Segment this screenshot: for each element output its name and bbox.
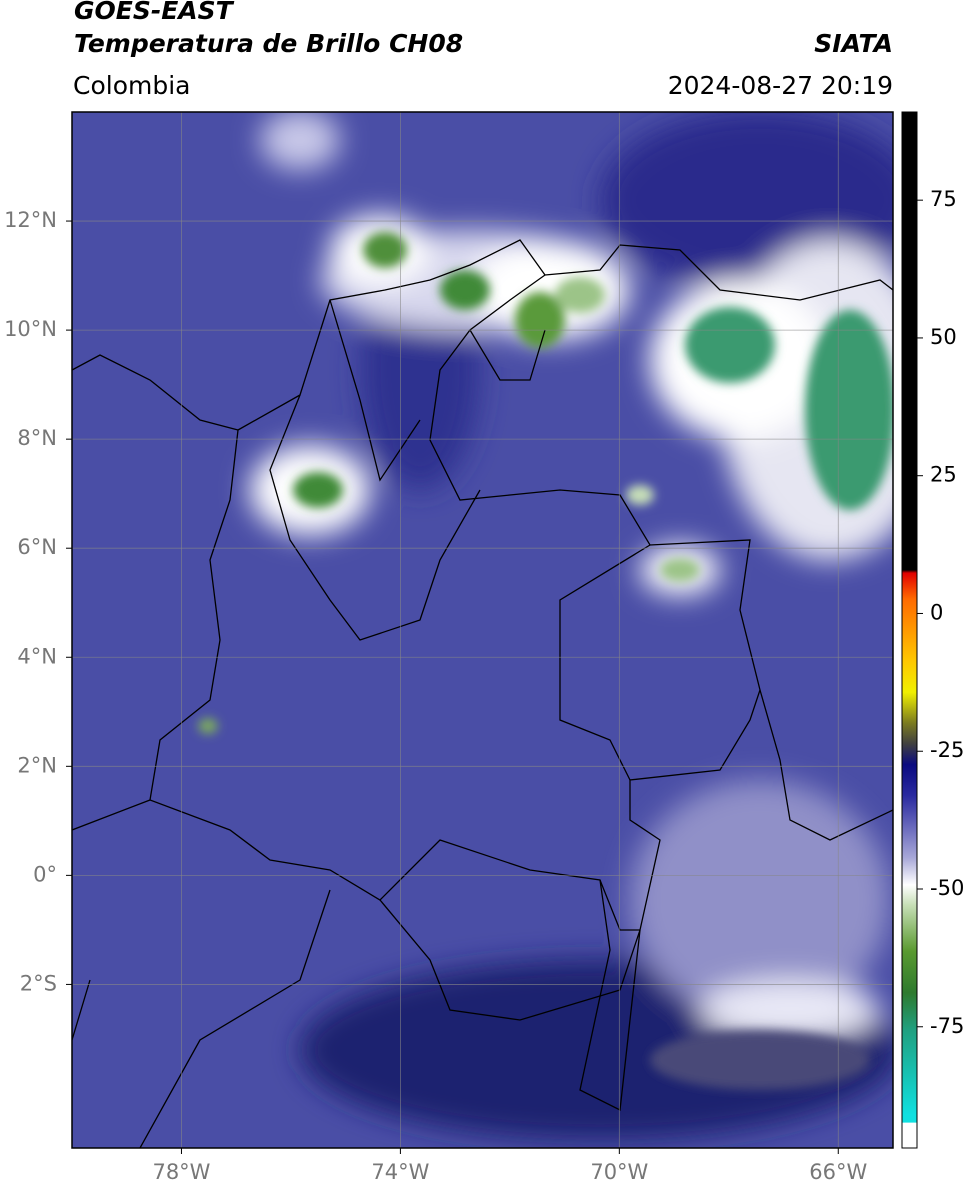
y-tick-label: 0°	[33, 862, 57, 886]
colorbar-tick-label: 25	[930, 463, 957, 487]
y-tick-label: 12°N	[4, 208, 57, 232]
y-tick-label: 2°N	[17, 753, 57, 777]
timestamp: 2024-08-27 20:19	[668, 71, 893, 100]
y-tick-label: 10°N	[4, 317, 57, 341]
x-tick-label: 74°W	[371, 1160, 429, 1184]
y-tick-label: 2°S	[20, 971, 57, 995]
x-tick-label: 70°W	[590, 1160, 648, 1184]
x-tick-label: 78°W	[152, 1160, 210, 1184]
region: Colombia	[73, 71, 190, 100]
graticule	[72, 112, 893, 1148]
x-tick-label: 66°W	[809, 1160, 867, 1184]
source: SIATA	[814, 29, 893, 58]
title: GOES-EAST	[74, 0, 235, 25]
y-tick-label: 8°N	[17, 426, 57, 450]
y-tick-label: 4°N	[17, 644, 57, 668]
subtitle: Temperatura de Brillo CH08	[74, 29, 463, 58]
colorbar-tick-label: 75	[930, 187, 957, 211]
colorbar-tick-label: -25	[930, 738, 964, 762]
colorbar	[901, 111, 918, 1149]
colorbar-tick-label: 0	[930, 600, 943, 624]
map-frame	[71, 111, 894, 1149]
y-tick-label: 6°N	[17, 535, 57, 559]
colorbar-tick-label: -50	[930, 876, 964, 900]
satellite-image	[72, 112, 893, 1148]
header: GOES-EAST Temperatura de Brillo CH08 SIA…	[73, 0, 893, 100]
colorbar-tick-label: 50	[930, 325, 957, 349]
colorbar-tick-label: -75	[930, 1014, 964, 1038]
borders	[72, 239, 893, 1148]
